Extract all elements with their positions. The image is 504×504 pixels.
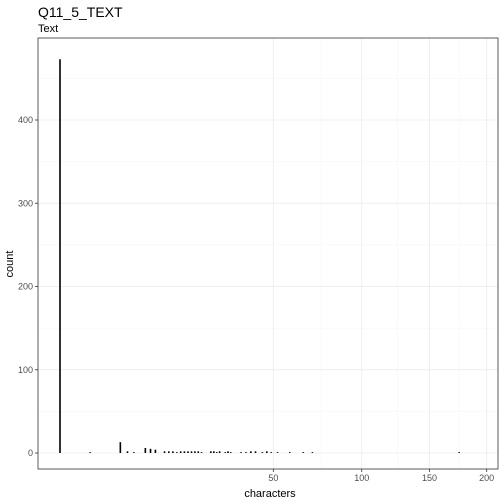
y-tick-label: 0: [28, 448, 33, 458]
histogram-bar: [194, 451, 196, 453]
histogram-bar: [276, 452, 279, 453]
histogram-bar: [197, 451, 200, 453]
histogram-bar: [218, 451, 221, 453]
histogram-bar: [229, 452, 232, 453]
histogram-bar: [200, 452, 203, 453]
histogram-bar: [190, 451, 193, 453]
y-tick-label: 300: [18, 198, 33, 208]
histogram-bar: [288, 452, 291, 453]
x-axis-label: characters: [244, 488, 296, 500]
histogram-bar: [163, 451, 166, 453]
y-tick-label: 100: [18, 365, 33, 375]
histogram-bar: [167, 451, 170, 453]
x-tick-label: 50: [268, 473, 278, 483]
plot-panel: [38, 38, 498, 469]
x-tick-label: 150: [422, 473, 437, 483]
histogram-bar: [187, 451, 189, 453]
histogram-bar: [213, 451, 215, 453]
histogram-bar: [302, 452, 305, 453]
histogram-bar: [154, 449, 157, 453]
histogram-bar: [254, 451, 257, 453]
histogram-bar: [311, 452, 314, 453]
histogram-bar: [250, 451, 252, 453]
histogram-bar: [183, 451, 186, 453]
histogram-bar: [119, 442, 122, 453]
histogram-bar: [179, 451, 182, 453]
histogram-bar: [172, 451, 174, 453]
x-axis: 50 100 150 200: [268, 469, 494, 483]
histogram-bar: [261, 452, 264, 453]
histogram-bar: [458, 452, 460, 453]
x-tick-label: 100: [354, 473, 369, 483]
y-axis: 0 100 200 300 400: [18, 115, 38, 458]
histogram-bar: [227, 451, 229, 453]
y-axis-label: count: [4, 251, 16, 278]
chart-title: Q11_5_TEXT: [38, 4, 123, 20]
histogram-bar: [270, 452, 273, 453]
bars: [59, 59, 460, 453]
histogram-bar: [245, 452, 247, 453]
histogram-bar: [176, 452, 178, 453]
panel-border: [37, 37, 499, 470]
histogram-bar: [59, 59, 61, 453]
histogram-bar: [89, 452, 91, 453]
histogram-bar: [215, 452, 218, 453]
y-tick-label: 200: [18, 282, 33, 292]
y-tick-label: 400: [18, 115, 33, 125]
histogram-bar: [126, 451, 129, 453]
histogram-bar: [149, 448, 152, 453]
histogram-bar: [224, 452, 227, 453]
histogram-bar: [266, 451, 268, 453]
x-tick-label: 200: [479, 473, 494, 483]
chart-subtitle: Text: [38, 23, 58, 35]
grid-lines: [38, 38, 498, 469]
histogram-bar: [210, 451, 212, 453]
histogram-bar: [240, 452, 242, 453]
histogram-bar: [133, 452, 135, 453]
histogram-bar: [144, 448, 147, 453]
